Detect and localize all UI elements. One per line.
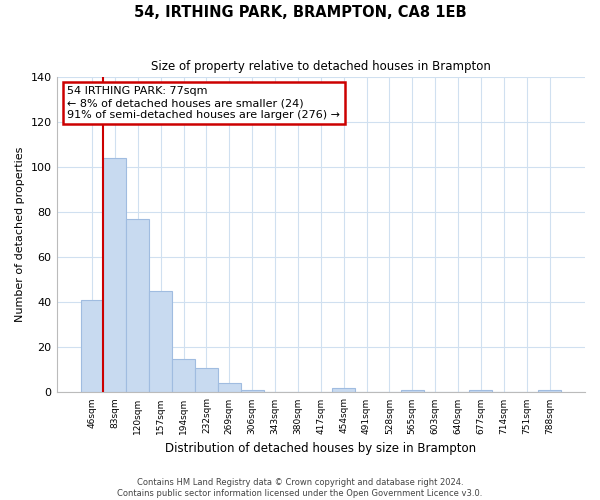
Bar	[332, 388, 355, 392]
Text: 54 IRTHING PARK: 77sqm
← 8% of detached houses are smaller (24)
91% of semi-deta: 54 IRTHING PARK: 77sqm ← 8% of detached …	[67, 86, 340, 120]
Text: Contains HM Land Registry data © Crown copyright and database right 2024.
Contai: Contains HM Land Registry data © Crown c…	[118, 478, 482, 498]
Title: Size of property relative to detached houses in Brampton: Size of property relative to detached ho…	[151, 60, 491, 73]
Y-axis label: Number of detached properties: Number of detached properties	[15, 147, 25, 322]
Bar	[127, 219, 149, 392]
X-axis label: Distribution of detached houses by size in Brampton: Distribution of detached houses by size …	[165, 442, 476, 455]
Bar	[218, 384, 241, 392]
Bar	[241, 390, 263, 392]
Bar	[469, 390, 493, 392]
Bar	[103, 158, 127, 392]
Text: 54, IRTHING PARK, BRAMPTON, CA8 1EB: 54, IRTHING PARK, BRAMPTON, CA8 1EB	[134, 5, 466, 20]
Bar	[538, 390, 561, 392]
Bar	[149, 291, 172, 392]
Bar	[195, 368, 218, 392]
Bar	[80, 300, 103, 392]
Bar	[401, 390, 424, 392]
Bar	[172, 358, 195, 392]
